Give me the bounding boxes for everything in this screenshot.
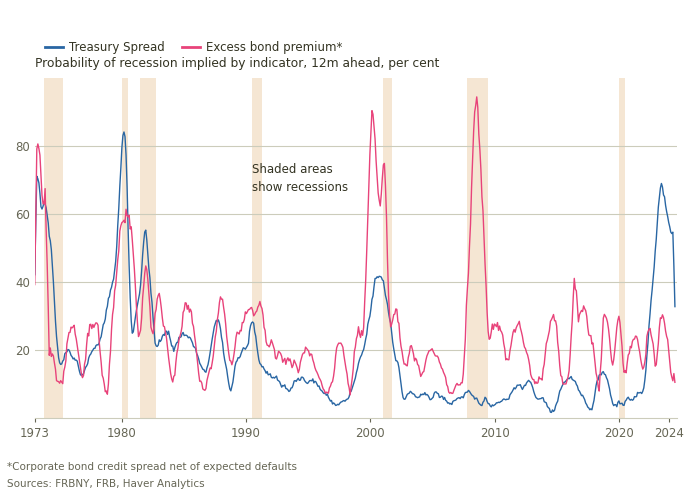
Bar <box>141 78 156 418</box>
Bar <box>44 78 63 418</box>
Bar <box>383 78 392 418</box>
Text: Probability of recession implied by indicator, 12m ahead, per cent: Probability of recession implied by indi… <box>35 57 439 70</box>
Bar <box>252 78 262 418</box>
Bar <box>467 78 489 418</box>
Text: Sources: FRBNY, FRB, Haver Analytics: Sources: FRBNY, FRB, Haver Analytics <box>7 479 204 489</box>
Text: *Corporate bond credit spread net of expected defaults: *Corporate bond credit spread net of exp… <box>7 462 297 472</box>
Legend: Treasury Spread, Excess bond premium*: Treasury Spread, Excess bond premium* <box>41 36 347 59</box>
Bar <box>122 78 128 418</box>
Bar <box>619 78 625 418</box>
Text: Shaded areas
show recessions: Shaded areas show recessions <box>252 163 349 194</box>
